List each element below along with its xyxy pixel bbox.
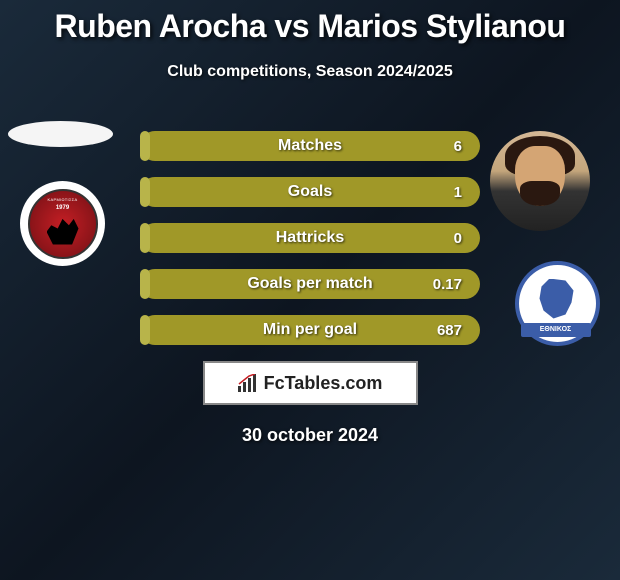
subtitle: Club competitions, Season 2024/2025 (0, 63, 620, 81)
comparison-area: ΚΑΡΜΙΩΤΙΣΣΑ 1979 ΕΘΝΙΚΟΣ Matches6 Goals1 H… (0, 113, 620, 446)
chart-icon (238, 374, 258, 392)
stat-bars: Matches6Goals1Hattricks0Goals per match0… (140, 113, 480, 345)
crest-left-figure-icon (47, 213, 79, 245)
stat-label: Min per goal (140, 321, 480, 339)
stat-bar: Hattricks0 (140, 223, 480, 253)
stat-bar: Goals1 (140, 177, 480, 207)
club-left-crest: ΚΑΡΜΙΩΤΙΣΣΑ 1979 (20, 181, 105, 266)
player-left-avatar (8, 121, 113, 147)
snapshot-date: 30 october 2024 (0, 425, 620, 446)
crest-left-text: ΚΑΡΜΙΩΤΙΣΣΑ (48, 197, 78, 202)
stat-bar: Matches6 (140, 131, 480, 161)
stat-value: 0.17 (433, 276, 462, 293)
crest-right-map-icon (538, 279, 578, 319)
stat-label: Matches (140, 137, 480, 155)
club-right-crest: ΕΘΝΙΚΟΣ (515, 261, 600, 346)
crest-right-banner: ΕΘΝΙΚΟΣ (521, 323, 591, 337)
stat-label: Goals (140, 183, 480, 201)
crest-left-year: 1979 (56, 205, 69, 211)
stat-label: Hattricks (140, 229, 480, 247)
page-title: Ruben Arocha vs Marios Stylianou (0, 0, 620, 45)
stat-value: 0 (454, 230, 462, 247)
stat-value: 687 (437, 322, 462, 339)
logo-text: FcTables.com (264, 373, 383, 394)
stat-bar: Goals per match0.17 (140, 269, 480, 299)
stat-value: 1 (454, 184, 462, 201)
player-right-avatar (490, 131, 590, 231)
stat-bar: Min per goal687 (140, 315, 480, 345)
stat-label: Goals per match (140, 275, 480, 293)
fctables-logo[interactable]: FcTables.com (203, 361, 418, 405)
stat-value: 6 (454, 138, 462, 155)
